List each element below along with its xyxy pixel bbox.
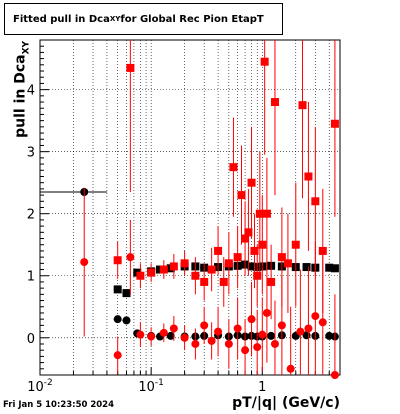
- square-marker: [200, 277, 209, 286]
- circle-marker: [136, 330, 145, 339]
- title-suffix: for Global Rec Pion EtapT: [120, 13, 264, 25]
- circle-marker: [80, 258, 89, 267]
- timestamp-footer: Fri Jan 5 10:23:50 2024: [3, 400, 115, 410]
- circle-marker: [166, 331, 175, 340]
- circle-marker: [262, 308, 271, 317]
- square-marker: [136, 271, 145, 280]
- plot-frame: [39, 39, 341, 376]
- square-marker: [244, 228, 253, 237]
- square-marker: [291, 240, 300, 249]
- square-marker: [330, 119, 339, 128]
- circle-marker: [224, 339, 233, 348]
- square-marker: [229, 163, 238, 172]
- y-tick-label: 0: [27, 332, 35, 347]
- circle-marker: [147, 332, 156, 341]
- square-marker: [126, 63, 135, 72]
- chart-title: Fitted pull in Dca XY for Global Rec Pion…: [4, 3, 283, 35]
- circle-marker: [233, 324, 242, 333]
- square-marker: [270, 98, 279, 107]
- square-marker: [298, 101, 307, 110]
- circle-marker: [122, 316, 131, 325]
- square-marker: [260, 57, 269, 66]
- circle-marker: [304, 324, 313, 333]
- y-tick-label: 1: [27, 270, 35, 285]
- circle-marker: [247, 315, 256, 324]
- circle-marker: [113, 315, 122, 324]
- square-marker: [241, 234, 250, 243]
- circle-marker: [318, 318, 327, 327]
- square-marker: [191, 271, 200, 280]
- ylabel-subscript: XY: [21, 40, 32, 55]
- square-marker: [277, 253, 286, 262]
- square-marker: [247, 178, 256, 187]
- circle-marker: [258, 330, 267, 339]
- square-marker: [207, 265, 216, 274]
- x-tick-label: 10-1: [138, 378, 164, 395]
- circle-marker: [277, 321, 286, 330]
- circle-marker: [330, 371, 339, 379]
- circle-marker: [207, 336, 216, 345]
- square-marker: [330, 264, 339, 273]
- square-marker: [113, 256, 122, 265]
- square-marker: [255, 209, 264, 218]
- square-marker: [283, 259, 292, 268]
- circle-marker: [200, 321, 209, 330]
- square-marker: [224, 259, 233, 268]
- circle-marker: [311, 312, 320, 321]
- title-subscript: XY: [109, 15, 121, 23]
- square-marker: [247, 262, 256, 271]
- circle-marker: [267, 331, 276, 340]
- y-tick-label: 2: [27, 208, 35, 223]
- x-axis-label: pT/|q| (GeV/c): [232, 395, 340, 411]
- title-prefix: Fitted pull in Dca: [13, 13, 110, 25]
- circle-marker: [241, 346, 250, 355]
- square-marker: [262, 209, 271, 218]
- square-marker: [233, 253, 242, 262]
- square-marker: [325, 263, 334, 272]
- circle-marker: [296, 327, 305, 336]
- square-marker: [253, 271, 262, 280]
- square-marker: [214, 246, 223, 255]
- square-marker: [169, 262, 178, 271]
- circle-marker: [159, 328, 168, 337]
- circle-marker: [270, 339, 279, 348]
- square-marker: [219, 277, 228, 286]
- circle-marker: [191, 339, 200, 348]
- y-tick-label: 4: [27, 84, 35, 99]
- ylabel-text: pull in Dca: [12, 54, 29, 138]
- circle-marker: [113, 351, 122, 360]
- y-axis-label: pull in DcaXY: [13, 29, 32, 149]
- x-tick-label: 1: [258, 380, 266, 395]
- circle-marker: [180, 333, 189, 342]
- circle-marker: [169, 324, 178, 333]
- square-marker: [237, 191, 246, 200]
- square-marker: [250, 246, 259, 255]
- square-marker: [113, 285, 122, 294]
- square-marker: [180, 259, 189, 268]
- square-marker: [147, 268, 156, 277]
- circle-marker: [126, 253, 135, 262]
- circle-marker: [253, 343, 262, 352]
- square-marker: [311, 197, 320, 206]
- square-marker: [258, 240, 267, 249]
- circle-marker: [214, 327, 223, 336]
- square-marker: [159, 265, 168, 274]
- square-marker: [267, 277, 276, 286]
- y-tick-label: 3: [27, 146, 35, 161]
- circle-marker: [286, 364, 295, 373]
- square-marker: [304, 172, 313, 181]
- square-marker: [302, 263, 311, 272]
- square-marker: [122, 289, 131, 298]
- x-tick-label: 10-2: [27, 378, 53, 395]
